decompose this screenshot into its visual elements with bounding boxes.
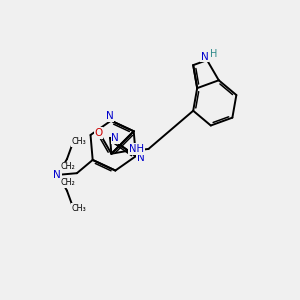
Text: N: N xyxy=(137,153,145,163)
Text: N: N xyxy=(112,133,119,143)
Text: CH₂: CH₂ xyxy=(60,178,75,187)
Text: N: N xyxy=(53,170,61,180)
Text: H: H xyxy=(210,49,217,58)
Text: NH: NH xyxy=(129,144,144,154)
Text: CH₃: CH₃ xyxy=(72,204,87,213)
Text: N: N xyxy=(106,111,113,121)
Text: N: N xyxy=(201,52,208,61)
Text: O: O xyxy=(94,128,103,138)
Text: CH₃: CH₃ xyxy=(72,137,87,146)
Text: CH₂: CH₂ xyxy=(60,163,75,172)
